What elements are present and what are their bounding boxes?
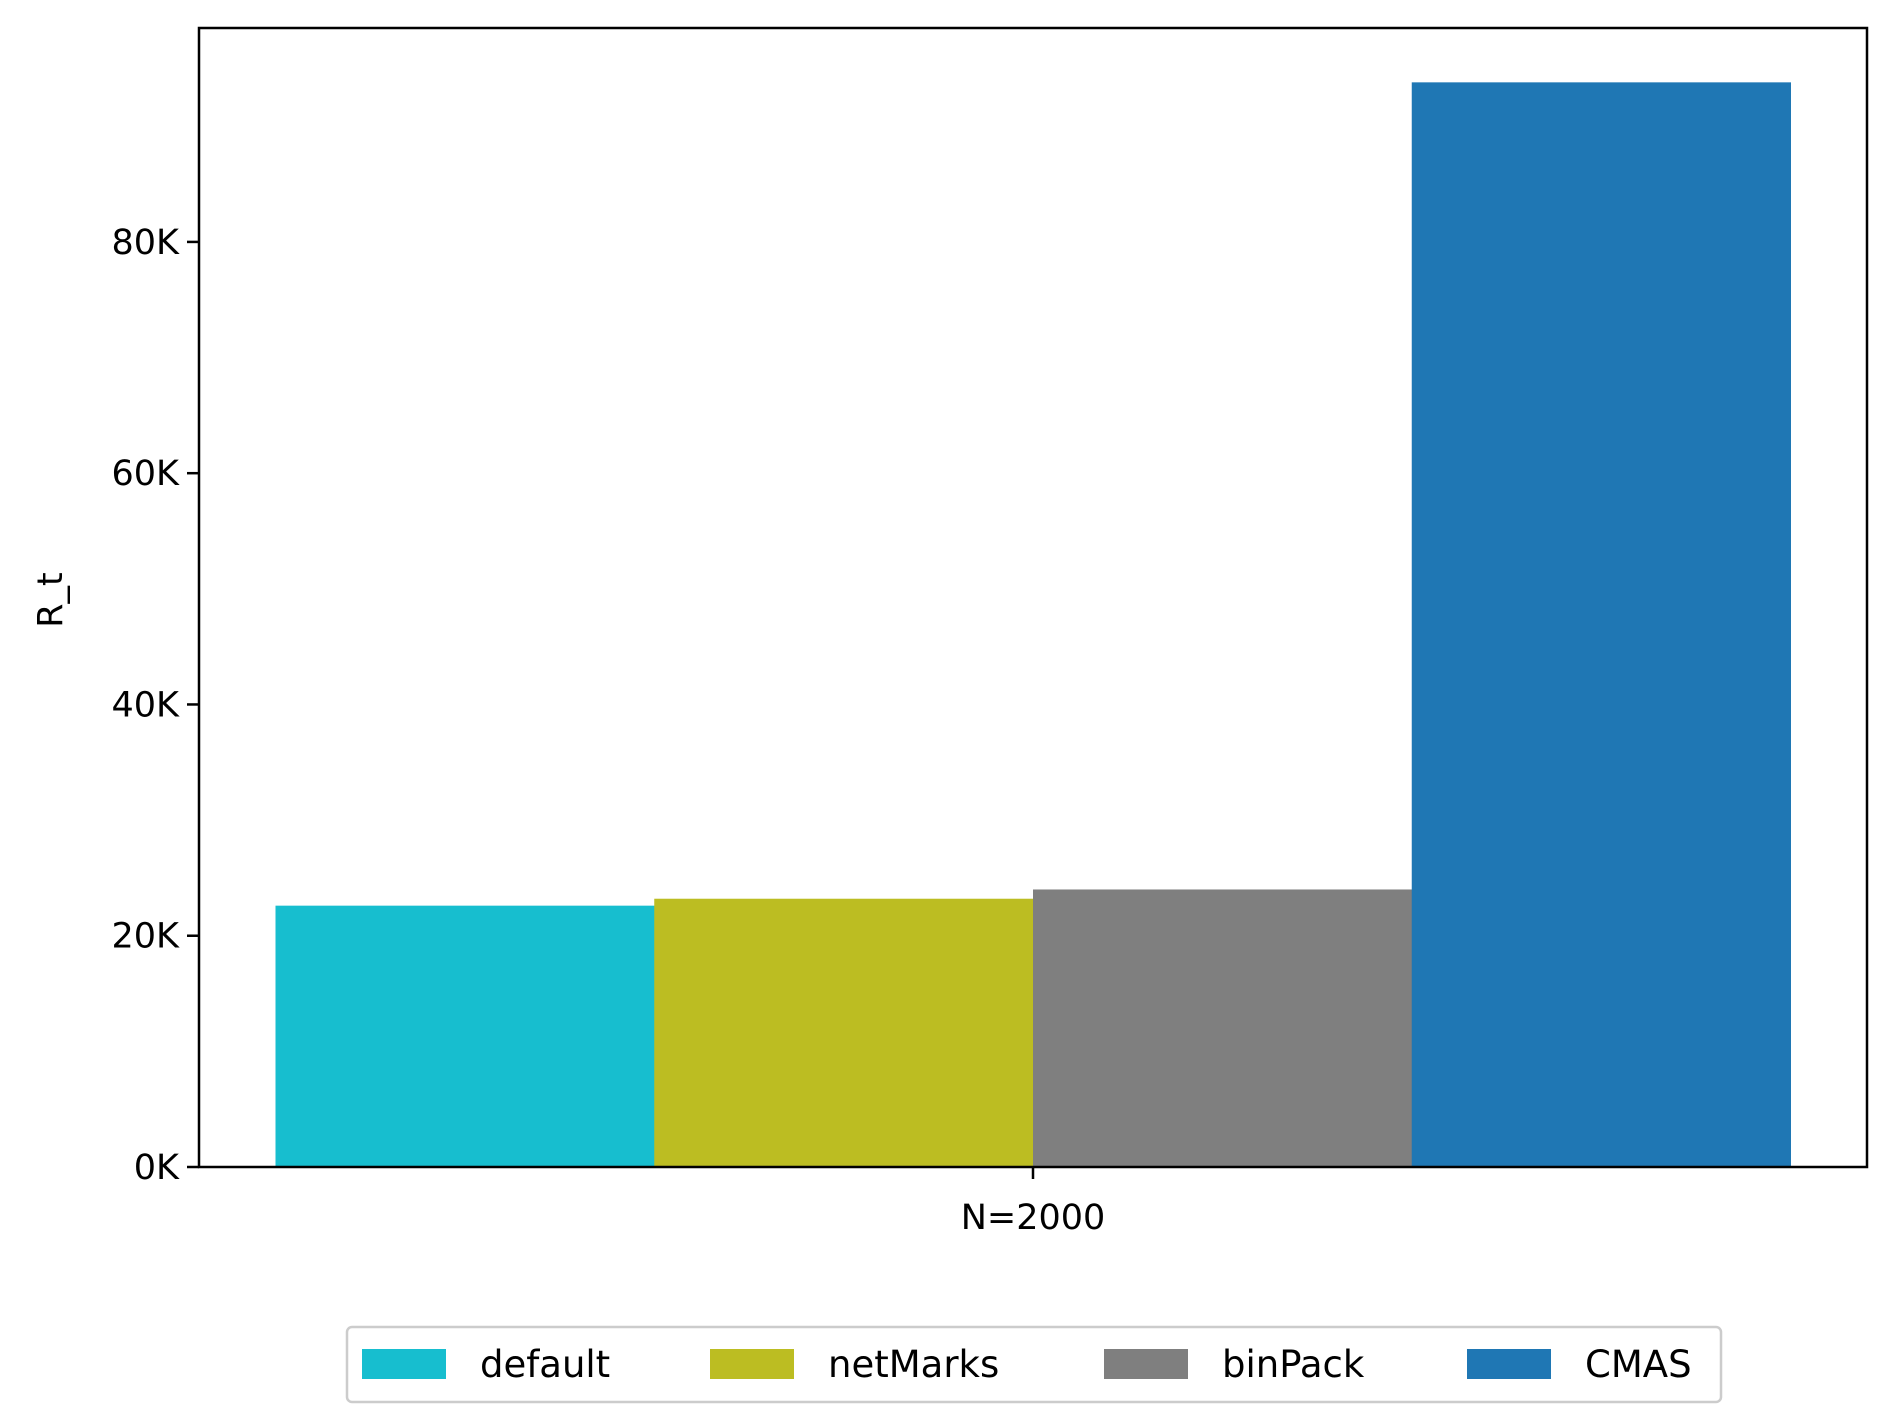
y-tick-label: 80K bbox=[112, 223, 181, 263]
bar-cmas bbox=[1411, 82, 1791, 1167]
y-axis-label: R_t bbox=[31, 572, 71, 628]
x-tick-label: N=2000 bbox=[961, 1198, 1106, 1238]
x-axis: N=2000 bbox=[961, 1167, 1106, 1238]
bar-netmarks bbox=[654, 898, 1034, 1167]
legend-swatch-binpack bbox=[1104, 1349, 1188, 1379]
y-axis: 0K 20K 40K 60K 80K bbox=[112, 223, 199, 1188]
legend-swatch-netmarks bbox=[710, 1349, 794, 1379]
bar-default bbox=[275, 905, 655, 1167]
legend-label-default: default bbox=[480, 1343, 610, 1386]
legend: default netMarks binPack CMAS bbox=[345, 1325, 1723, 1404]
legend-swatch-cmas bbox=[1467, 1349, 1551, 1379]
bar-binpack bbox=[1033, 889, 1413, 1167]
legend-label-netmarks: netMarks bbox=[828, 1343, 999, 1386]
bars-group bbox=[275, 82, 1791, 1167]
y-tick-label: 0K bbox=[134, 1148, 180, 1188]
legend-label-cmas: CMAS bbox=[1585, 1343, 1692, 1386]
y-tick-label: 40K bbox=[112, 685, 181, 725]
legend-label-binpack: binPack bbox=[1222, 1343, 1365, 1386]
legend-frame bbox=[345, 1325, 1723, 1404]
y-tick-label: 20K bbox=[112, 917, 181, 957]
y-tick-label: 60K bbox=[112, 454, 181, 494]
legend-swatch-default bbox=[362, 1349, 446, 1379]
